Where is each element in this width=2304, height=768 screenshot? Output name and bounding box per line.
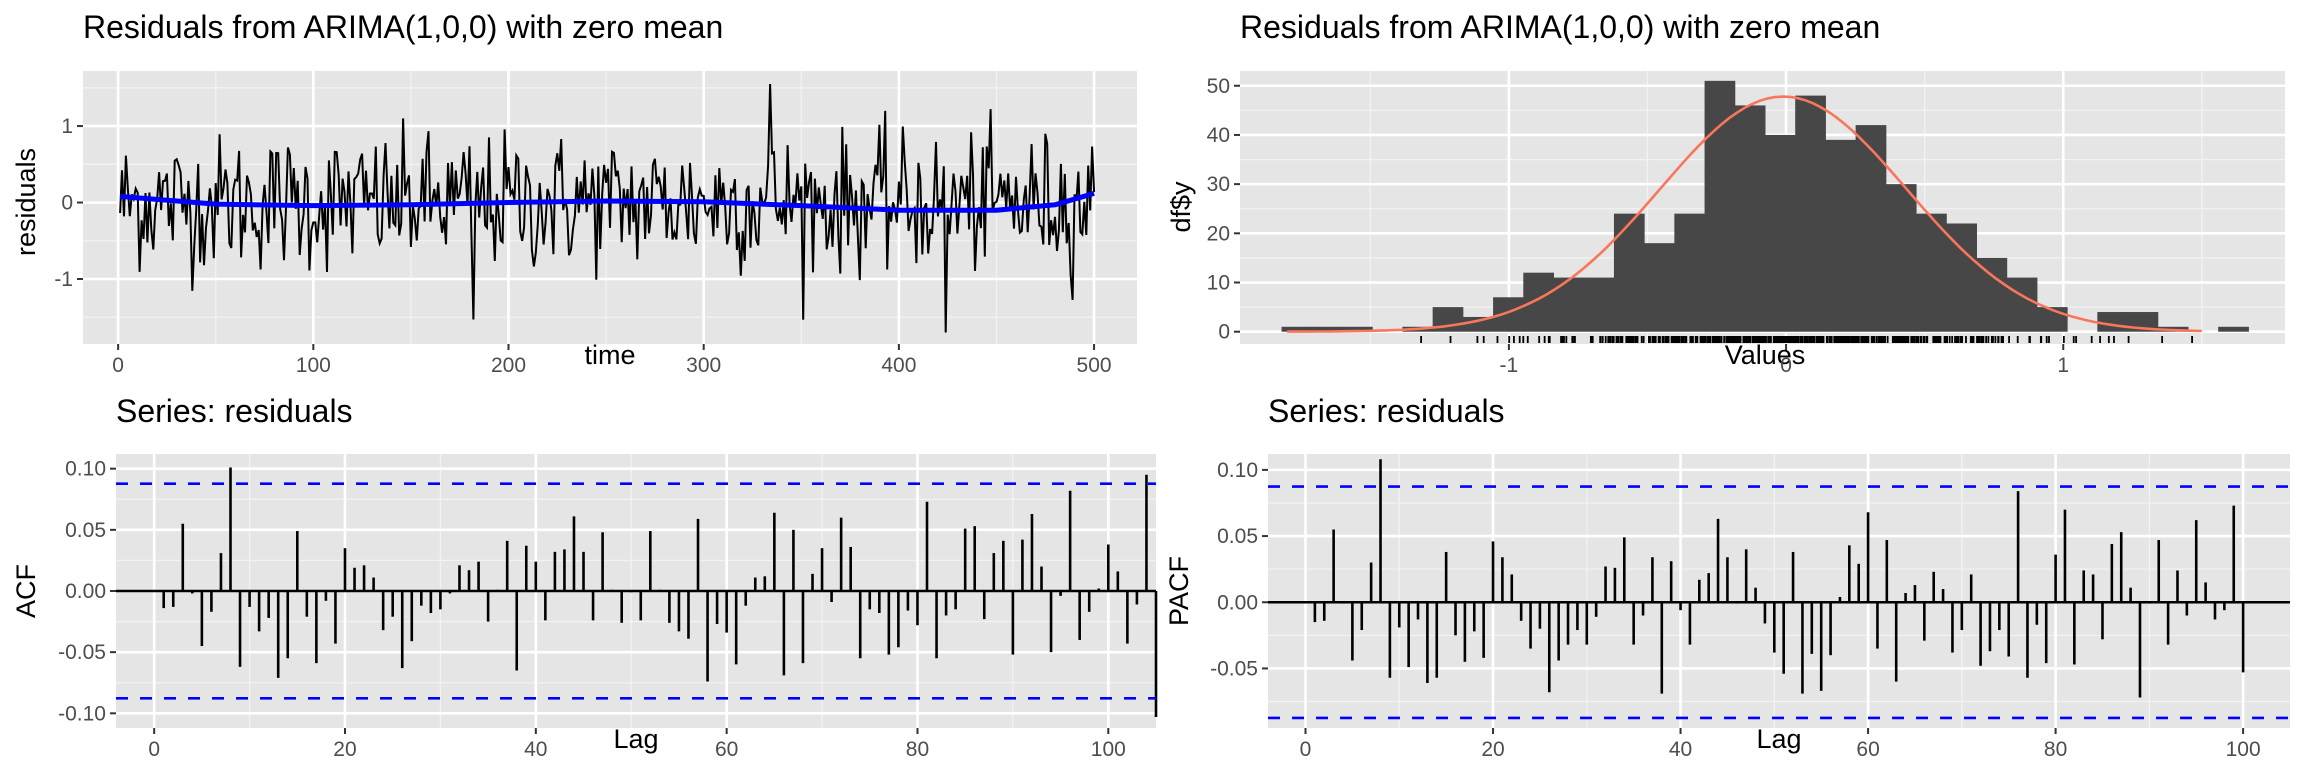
pacf-x-tick-label: 80 bbox=[2044, 738, 2067, 761]
pacf-plot-area bbox=[1268, 454, 2290, 728]
rug-marks bbox=[1420, 336, 2193, 343]
histogram-bar bbox=[1583, 277, 1615, 332]
histogram-bar bbox=[1342, 326, 1373, 332]
pacf-x-tick-label: 20 bbox=[1481, 738, 1504, 761]
acf-x-tick-label: 80 bbox=[906, 738, 929, 761]
residual-series-x-tick-label: 200 bbox=[491, 354, 526, 377]
residual-series-x-tick-label: 300 bbox=[686, 354, 721, 377]
acf-y-tick-label: 0.10 bbox=[65, 458, 106, 481]
acf-x-tick-label: 60 bbox=[715, 738, 738, 761]
residual-series-x-tick-label: 100 bbox=[296, 354, 331, 377]
residual-series-line bbox=[119, 83, 1096, 333]
histogram-bar bbox=[1764, 134, 1796, 332]
histogram-bar bbox=[1976, 257, 2008, 332]
acf-y-tick-label: 0.00 bbox=[65, 580, 106, 603]
histogram-bar bbox=[1704, 80, 1736, 332]
histogram-bar bbox=[2218, 326, 2249, 332]
acf-panel: Series: residuals Lag ACF 0 20 40 60 80 100 -0… bbox=[11, 393, 1158, 761]
residual-series-ylabel: residuals bbox=[11, 148, 41, 256]
residual-series-plot-area bbox=[83, 71, 1137, 344]
histogram-bar bbox=[1795, 95, 1826, 332]
residual-histogram-x-tick-label: 0 bbox=[1780, 354, 1792, 377]
residual-series-xlabel: time bbox=[584, 340, 635, 370]
histogram-bar bbox=[1885, 184, 1917, 332]
pacf-x-tick-label: 60 bbox=[1856, 738, 1879, 761]
residual-histogram-y-tick-label: 40 bbox=[1207, 124, 1230, 147]
residual-histogram-y-tick-label: 30 bbox=[1207, 173, 1230, 196]
histogram-bar bbox=[2006, 277, 2038, 332]
pacf-xlabel: Lag bbox=[1756, 724, 1801, 754]
pacf-y-tick-label: 0.00 bbox=[1217, 591, 1258, 614]
acf-x-tick-label: 0 bbox=[148, 738, 160, 761]
histogram-bar bbox=[1916, 213, 1947, 332]
pacf-x-tick-label: 100 bbox=[2226, 738, 2261, 761]
histogram-bar bbox=[1462, 316, 1494, 332]
residual-histogram-title: Residuals from ARIMA(1,0,0) with zero me… bbox=[1240, 9, 1880, 45]
histogram-bar bbox=[1523, 272, 1554, 332]
acf-y-tick-label: 0.05 bbox=[65, 519, 106, 542]
pacf-panel: Series: residuals Lag PACF 0 20 40 60 80 100 -… bbox=[1164, 393, 2290, 761]
histogram-bar bbox=[1311, 326, 1343, 332]
residual-series-panel: Residuals from ARIMA(1,0,0) with zero me… bbox=[11, 9, 1137, 377]
acf-x-tick-label: 20 bbox=[333, 738, 356, 761]
residual-histogram-x-tick-label: -1 bbox=[1500, 354, 1519, 377]
residual-series-title: Residuals from ARIMA(1,0,0) with zero me… bbox=[83, 9, 723, 45]
acf-title: Series: residuals bbox=[116, 393, 353, 429]
residual-histogram-y-tick-label: 0 bbox=[1218, 321, 1230, 344]
pacf-y-tick-label: 0.10 bbox=[1217, 459, 1258, 482]
smooth-trend-line bbox=[119, 190, 1095, 213]
acf-x-tick-label: 100 bbox=[1091, 738, 1126, 761]
pacf-title: Series: residuals bbox=[1268, 393, 1505, 429]
residual-series-x-tick-label: 0 bbox=[112, 354, 124, 377]
histogram-bar bbox=[1644, 243, 1675, 332]
acf-xlabel: Lag bbox=[613, 724, 658, 754]
residual-histogram-y-tick-label: 50 bbox=[1207, 75, 1230, 98]
residual-series-y-tick-label: -1 bbox=[54, 268, 73, 291]
histogram-bar bbox=[2097, 312, 2129, 332]
pacf-panel-bg bbox=[1268, 454, 2290, 728]
pacf-y-tick-label: -0.05 bbox=[1210, 657, 1258, 680]
pacf-y-tick-label: 0.05 bbox=[1217, 525, 1258, 548]
acf-x-tick-label: 40 bbox=[524, 738, 547, 761]
histogram-bar bbox=[1946, 223, 1977, 332]
histogram-bar bbox=[1855, 125, 1887, 332]
residual-histogram-ylabel: df$y bbox=[1166, 181, 1196, 233]
residual-histogram-xlabel: Values bbox=[1725, 340, 1806, 370]
residual-series-y-tick-label: 1 bbox=[61, 115, 73, 138]
acf-y-tick-label: -0.05 bbox=[58, 641, 106, 664]
residual-histogram-y-tick-label: 20 bbox=[1207, 222, 1230, 245]
acf-ylabel: ACF bbox=[11, 564, 41, 618]
histogram-bar bbox=[1734, 105, 1766, 332]
residual-histogram-panel: Residuals from ARIMA(1,0,0) with zero me… bbox=[1166, 9, 2285, 377]
acf-y-tick-label: -0.10 bbox=[58, 702, 106, 725]
histogram-bar bbox=[1674, 213, 1706, 332]
histogram-bar bbox=[1613, 213, 1645, 332]
residual-histogram-x-tick-label: 1 bbox=[2057, 354, 2069, 377]
residual-series-x-tick-label: 500 bbox=[1077, 354, 1112, 377]
pacf-ylabel: PACF bbox=[1164, 556, 1194, 626]
histogram-bar bbox=[1825, 139, 1857, 332]
normal-density-curve bbox=[1287, 95, 2202, 333]
residual-series-x-tick-label: 400 bbox=[881, 354, 916, 377]
residual-series-y-tick-label: 0 bbox=[61, 192, 73, 215]
residual-histogram-y-tick-label: 10 bbox=[1207, 272, 1230, 295]
pacf-x-tick-label: 40 bbox=[1669, 738, 1692, 761]
histogram-bar bbox=[1281, 326, 1313, 332]
pacf-x-tick-label: 0 bbox=[1300, 738, 1312, 761]
